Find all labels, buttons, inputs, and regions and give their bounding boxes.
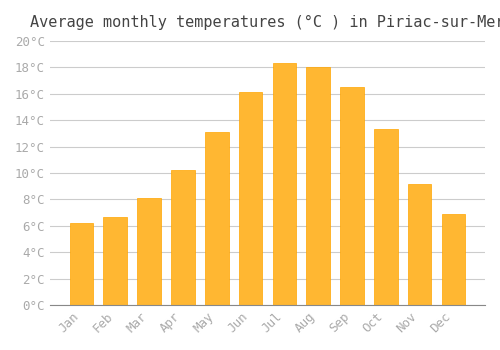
Bar	[306, 67, 330, 305]
Bar	[104, 217, 127, 305]
Bar	[205, 132, 229, 305]
Bar	[70, 223, 94, 305]
Bar	[340, 87, 364, 305]
Bar	[408, 183, 432, 305]
Bar	[442, 214, 465, 305]
Bar	[138, 198, 161, 305]
Bar	[238, 92, 262, 305]
Bar	[272, 63, 296, 305]
Title: Average monthly temperatures (°C ) in Piriac-sur-Mer: Average monthly temperatures (°C ) in Pi…	[30, 15, 500, 30]
Bar	[171, 170, 194, 305]
Bar	[374, 130, 398, 305]
